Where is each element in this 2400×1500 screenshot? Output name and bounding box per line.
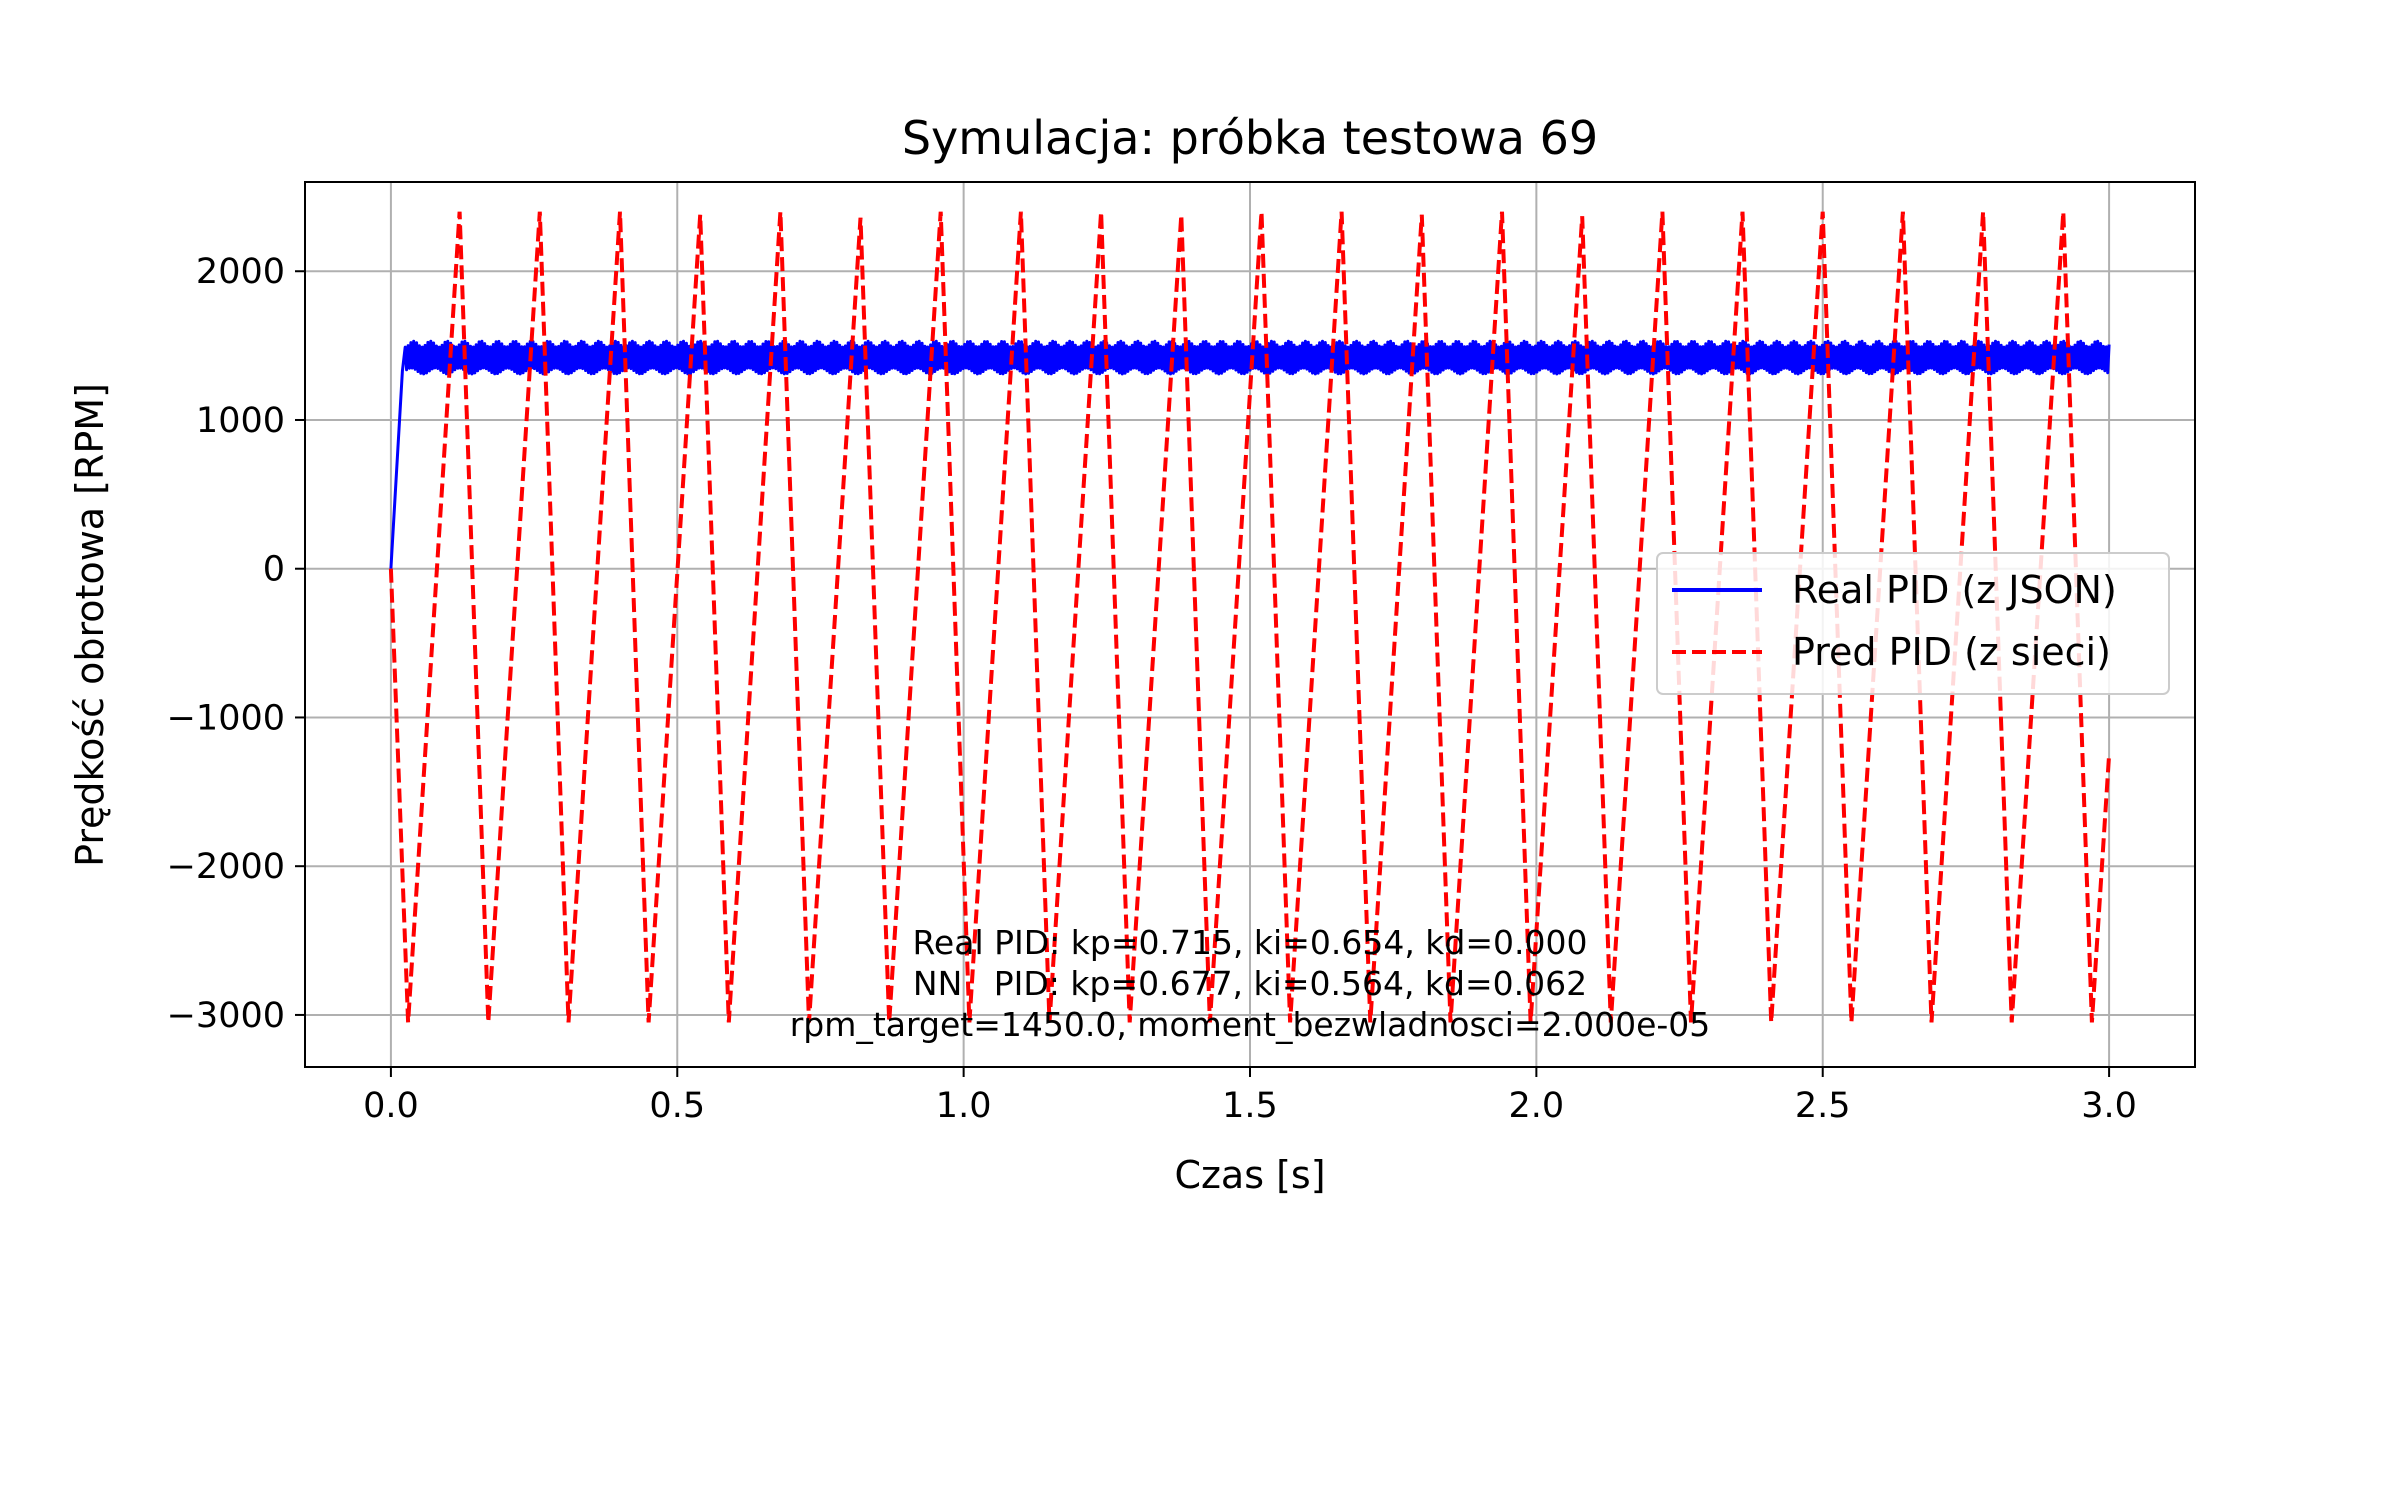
series-pred-pid-line xyxy=(388,211,2112,1023)
axes: 0.0 0.5 1.0 1.5 2.0 2.5 3.0 2000 1000 0 −1000 −2000… xyxy=(167,252,2137,1126)
x-tick-label: 0.0 xyxy=(363,1086,419,1126)
annotation-line-nn: NN PID: kp=0.677, ki=0.564, kd=0.062 xyxy=(913,964,1587,1003)
legend-label-pred: Pred PID (z sieci) xyxy=(1792,630,2111,674)
x-tick-label: 1.0 xyxy=(936,1086,992,1126)
y-tick-label: −2000 xyxy=(167,847,285,887)
annotation-line-real: Real PID: kp=0.715, ki=0.654, kd=0.000 xyxy=(912,923,1587,962)
y-tick-label: 1000 xyxy=(196,401,285,441)
x-tick-label: 2.0 xyxy=(1509,1086,1565,1126)
legend-box xyxy=(1656,552,2170,695)
x-tick-label: 1.5 xyxy=(1222,1086,1278,1126)
chart-title: Symulacja: próbka testowa 69 xyxy=(902,111,1598,165)
y-tick-label: 2000 xyxy=(196,252,285,292)
legend-label-real: Real PID (z JSON) xyxy=(1792,568,2117,612)
series-real-pid-band xyxy=(405,348,2110,367)
annotation-box: Real PID: kp=0.715, ki=0.654, kd=0.000 N… xyxy=(790,923,1711,1044)
y-tick-label: −3000 xyxy=(167,996,285,1036)
annotation-line-params: rpm_target=1450.0, moment_bezwladnosci=2… xyxy=(790,1005,1711,1044)
x-tick-label: 2.5 xyxy=(1795,1086,1851,1126)
y-tick-label: −1000 xyxy=(167,698,285,738)
y-axis-label: Prędkość obrotowa [RPM] xyxy=(68,383,112,867)
x-tick-label: 0.5 xyxy=(649,1086,705,1126)
x-tick-label: 3.0 xyxy=(2081,1086,2137,1126)
y-tick-label: 0 xyxy=(263,550,285,590)
plot-series xyxy=(388,211,2112,1023)
legend: Real PID (z JSON) Pred PID (z sieci) xyxy=(1656,552,2170,695)
x-axis-label: Czas [s] xyxy=(1174,1153,1325,1197)
